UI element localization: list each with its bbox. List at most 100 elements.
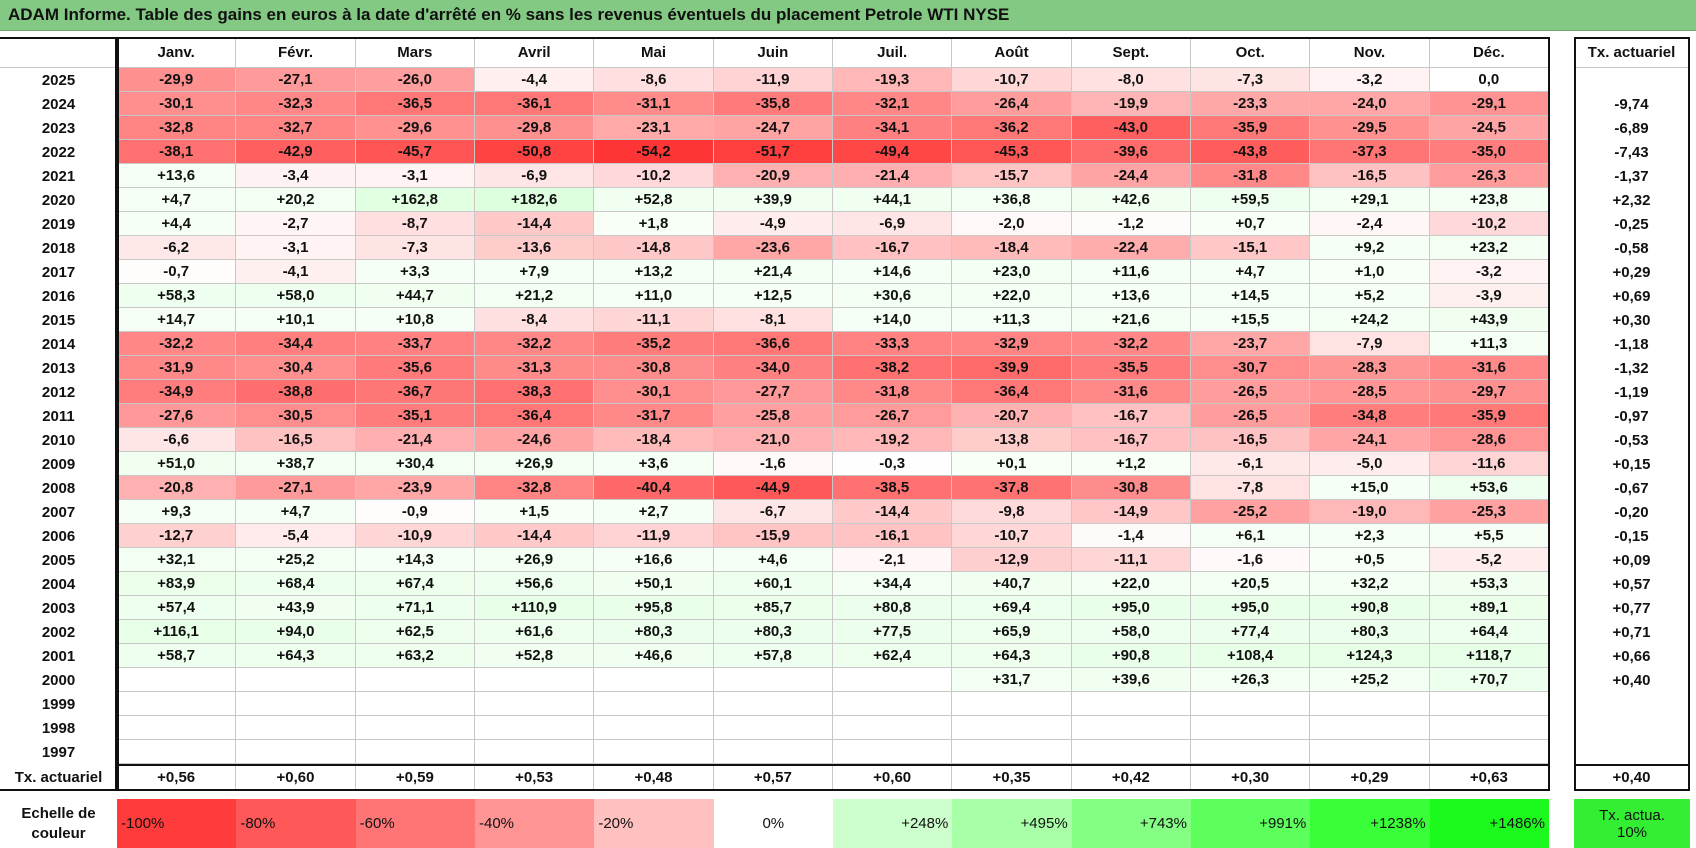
data-cell: +124,3 xyxy=(1310,644,1430,668)
data-cell: -21,0 xyxy=(713,428,833,452)
data-cell: -26,0 xyxy=(355,68,475,92)
footer-label: Tx. actuariel xyxy=(0,764,117,791)
data-cell: -23,7 xyxy=(1191,332,1311,356)
data-cell xyxy=(833,716,953,740)
data-cell xyxy=(1429,740,1549,764)
column-header: Déc. xyxy=(1429,37,1549,68)
data-cell: -35,9 xyxy=(1191,116,1311,140)
rate-cell: +0,29 xyxy=(1574,260,1690,284)
data-cell: -34,9 xyxy=(117,380,237,404)
data-cell: -37,8 xyxy=(952,476,1072,500)
data-cell: +10,8 xyxy=(355,308,475,332)
data-cell xyxy=(1191,740,1311,764)
data-cell: -8,1 xyxy=(713,308,833,332)
column-header: Juil. xyxy=(833,37,953,68)
data-cell: -2,0 xyxy=(952,212,1072,236)
data-cell xyxy=(952,692,1072,716)
data-cell: +29,1 xyxy=(1310,188,1430,212)
data-cell: -30,7 xyxy=(1191,356,1311,380)
data-cell: -29,7 xyxy=(1429,380,1549,404)
data-cell: -2,1 xyxy=(833,548,953,572)
rate-cell: -0,25 xyxy=(1574,212,1690,236)
data-cell: -24,7 xyxy=(713,116,833,140)
data-cell: -3,4 xyxy=(236,164,356,188)
data-cell: -25,2 xyxy=(1191,500,1311,524)
data-cell: -20,8 xyxy=(117,476,237,500)
data-cell: +58,7 xyxy=(117,644,237,668)
data-cell xyxy=(475,716,595,740)
legend-label: Echelle de couleur xyxy=(21,804,96,842)
data-cell: -29,1 xyxy=(1429,92,1549,116)
column-header: Janv. xyxy=(117,37,237,68)
column-header: Févr. xyxy=(236,37,356,68)
data-cell xyxy=(594,716,714,740)
data-cell: +182,6 xyxy=(475,188,595,212)
data-cell: +31,7 xyxy=(952,668,1072,692)
row-label: 2017 xyxy=(41,263,76,281)
data-cell: +14,6 xyxy=(833,260,953,284)
data-cell xyxy=(1429,692,1549,716)
data-cell: -14,8 xyxy=(594,236,714,260)
data-cell: -30,1 xyxy=(117,92,237,116)
data-cell: +14,3 xyxy=(355,548,475,572)
column-header: Mai xyxy=(594,37,714,68)
data-cell xyxy=(475,668,595,692)
data-cell: -13,8 xyxy=(952,428,1072,452)
data-cell: -14,4 xyxy=(475,212,595,236)
data-cell: -24,6 xyxy=(475,428,595,452)
data-cell: -6,9 xyxy=(475,164,595,188)
data-cell: -8,7 xyxy=(355,212,475,236)
data-cell: -3,2 xyxy=(1310,68,1430,92)
rate-cell: -9,74 xyxy=(1574,92,1690,116)
data-cell: -26,7 xyxy=(833,404,953,428)
data-cell: +0,7 xyxy=(1191,212,1311,236)
data-cell: -7,3 xyxy=(355,236,475,260)
rate-cell: +0,57 xyxy=(1574,572,1690,596)
data-cell: -42,9 xyxy=(236,140,356,164)
data-cell xyxy=(713,668,833,692)
data-cell xyxy=(1191,692,1311,716)
data-cell: -11,9 xyxy=(594,524,714,548)
data-cell: +11,0 xyxy=(594,284,714,308)
data-cell: -22,4 xyxy=(1071,236,1191,260)
rate-cell: -0,20 xyxy=(1574,500,1690,524)
data-cell: +25,2 xyxy=(1310,668,1430,692)
data-cell: -32,8 xyxy=(475,476,595,500)
data-cell: +32,1 xyxy=(117,548,237,572)
data-cell: +1,8 xyxy=(594,212,714,236)
row-label: 1998 xyxy=(41,719,76,737)
data-cell: -32,1 xyxy=(833,92,953,116)
data-cell: +30,4 xyxy=(355,452,475,476)
data-cell xyxy=(594,668,714,692)
data-cell: +68,4 xyxy=(236,572,356,596)
column-header: Tx. actuariel xyxy=(1574,37,1690,68)
data-cell xyxy=(594,692,714,716)
data-cell: -36,4 xyxy=(952,380,1072,404)
data-cell: +90,8 xyxy=(1310,596,1430,620)
data-cell: -26,5 xyxy=(1191,380,1311,404)
data-cell: -1,4 xyxy=(1071,524,1191,548)
data-cell: +15,5 xyxy=(1191,308,1311,332)
data-cell: -0,7 xyxy=(117,260,237,284)
data-cell: -16,5 xyxy=(1191,428,1311,452)
data-cell xyxy=(475,740,595,764)
data-cell: -6,2 xyxy=(117,236,237,260)
data-cell: +21,6 xyxy=(1071,308,1191,332)
data-cell: 0,0 xyxy=(1429,68,1549,92)
data-cell: -14,4 xyxy=(833,500,953,524)
data-cell xyxy=(833,668,953,692)
data-cell: +38,7 xyxy=(236,452,356,476)
data-cell xyxy=(952,716,1072,740)
legend-swatch: -20% xyxy=(594,799,714,848)
data-cell: -25,8 xyxy=(713,404,833,428)
data-cell: -10,9 xyxy=(355,524,475,548)
data-cell xyxy=(355,740,475,764)
data-cell xyxy=(1191,716,1311,740)
data-cell: -33,7 xyxy=(355,332,475,356)
data-cell xyxy=(833,692,953,716)
data-cell: +25,2 xyxy=(236,548,356,572)
data-cell: +16,6 xyxy=(594,548,714,572)
footer-cell: +0,60 xyxy=(236,764,356,791)
legend-swatch: 0% xyxy=(713,799,833,848)
rate-cell: +0,77 xyxy=(1574,596,1690,620)
